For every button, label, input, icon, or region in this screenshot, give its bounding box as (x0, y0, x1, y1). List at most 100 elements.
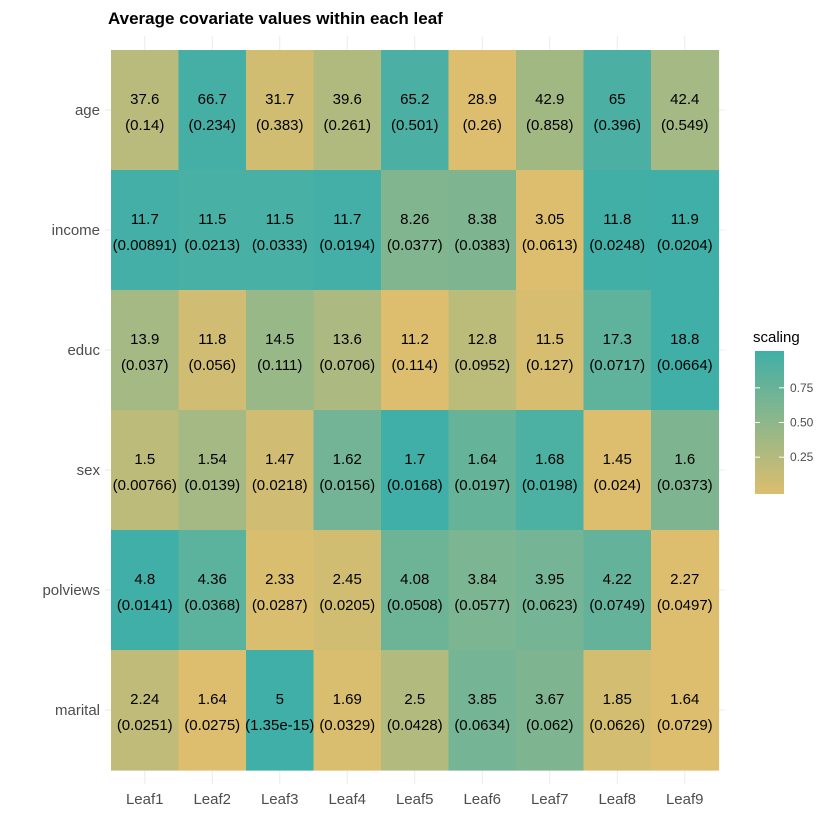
cell-stderr: (0.0329) (319, 717, 375, 734)
heatmap-cell: 11.7 (0.00891) (111, 170, 180, 291)
cell-value: 3.95 (535, 571, 564, 588)
heatmap-cell: 1.6 (0.0373) (651, 410, 720, 531)
cell-tile (246, 410, 315, 531)
cell-stderr: (0.234) (188, 117, 236, 134)
cell-tile (246, 170, 315, 291)
cell-stderr: (0.0205) (319, 597, 375, 614)
x-tick-label: Leaf4 (328, 791, 366, 808)
cell-tile (381, 50, 450, 171)
cell-tile (111, 650, 180, 771)
cell-value: 14.5 (265, 331, 294, 348)
cell-stderr: (0.0198) (522, 477, 578, 494)
cell-stderr: (0.0287) (252, 597, 308, 614)
y-tick-label: polviews (42, 582, 100, 599)
cell-value: 17.3 (603, 331, 632, 348)
cell-value: 1.64 (468, 451, 497, 468)
cell-stderr: (0.0251) (117, 717, 173, 734)
cell-stderr: (0.114) (392, 357, 438, 374)
heatmap-cell: 42.4 (0.549) (651, 50, 720, 171)
heatmap-cell: 1.5 (0.00766) (111, 410, 180, 531)
heatmap-cell: 28.9 (0.26) (448, 50, 517, 171)
cell-value: 65.2 (400, 91, 429, 108)
cell-value: 11.9 (671, 211, 699, 228)
cell-value: 4.8 (134, 571, 155, 588)
x-tick-label: Leaf6 (463, 791, 501, 808)
cell-value: 1.6 (674, 451, 695, 468)
cell-value: 4.08 (400, 571, 429, 588)
cell-stderr: (0.0729) (657, 717, 713, 734)
heatmap-cell: 4.22 (0.0749) (583, 530, 652, 651)
cell-stderr: (0.024) (593, 477, 641, 494)
cell-stderr: (0.0664) (657, 357, 713, 374)
cell-value: 11.5 (266, 211, 294, 228)
cell-tile (313, 410, 382, 531)
cell-stderr: (0.0952) (454, 357, 510, 374)
cell-tile (583, 650, 652, 771)
legend: scaling 0.25 0.50 0.75 (753, 329, 814, 494)
heatmap-cell: 11.9 (0.0204) (651, 170, 720, 291)
cell-value: 2.33 (265, 571, 294, 588)
cell-tile (651, 530, 720, 651)
cell-tile (651, 290, 720, 411)
cell-value: 1.5 (134, 451, 155, 468)
cell-tile (651, 410, 720, 531)
cell-tile (583, 170, 652, 291)
cell-value: 8.38 (468, 211, 497, 228)
heatmap-cell: 11.8 (0.056) (178, 290, 247, 411)
cell-stderr: (0.037) (121, 357, 169, 374)
cell-stderr: (0.0194) (319, 237, 375, 254)
heatmap-cell: 42.9 (0.858) (516, 50, 585, 171)
heatmap-cell: 8.38 (0.0383) (448, 170, 517, 291)
cell-tile (178, 410, 247, 531)
cell-tile (381, 530, 450, 651)
cell-stderr: (0.383) (256, 117, 304, 134)
cell-value: 1.64 (198, 691, 227, 708)
cell-tile (651, 50, 720, 171)
cell-stderr: (0.0168) (387, 477, 443, 494)
cell-value: 11.7 (131, 211, 159, 228)
cell-value: 66.7 (198, 91, 227, 108)
cell-stderr: (0.0508) (387, 597, 443, 614)
heatmap-cell: 3.84 (0.0577) (448, 530, 517, 651)
x-tick-label: Leaf7 (531, 791, 569, 808)
cell-tile (516, 530, 585, 651)
heatmap-cell: 1.47 (0.0218) (246, 410, 315, 531)
cell-tile (448, 170, 517, 291)
x-tick-label: Leaf8 (598, 791, 636, 808)
cell-tile (583, 50, 652, 171)
heatmap-cell: 1.54 (0.0139) (178, 410, 247, 531)
cell-tile (178, 170, 247, 291)
cell-tile (178, 530, 247, 651)
legend-tick-label: 0.50 (790, 416, 814, 430)
x-tick-label: Leaf3 (261, 791, 299, 808)
cell-tile (313, 650, 382, 771)
heatmap-cell: 2.24 (0.0251) (111, 650, 180, 771)
cell-tile (583, 290, 652, 411)
cell-tile (448, 530, 517, 651)
cell-stderr: (0.127) (526, 357, 574, 374)
cell-value: 5 (276, 691, 284, 708)
cell-tile (516, 650, 585, 771)
cell-stderr: (0.0197) (454, 477, 510, 494)
cell-value: 1.62 (333, 451, 362, 468)
cell-stderr: (0.00766) (113, 477, 177, 494)
heatmap-cell: 3.95 (0.0623) (516, 530, 585, 651)
heatmap-cell: 3.67 (0.062) (516, 650, 585, 771)
cell-tile (111, 290, 180, 411)
cell-tile (381, 170, 450, 291)
cell-value: 2.27 (670, 571, 699, 588)
cell-stderr: (0.0613) (522, 237, 578, 254)
cell-tile (516, 50, 585, 171)
cell-value: 65 (609, 91, 626, 108)
cell-value: 28.9 (468, 91, 497, 108)
cell-value: 11.5 (198, 211, 226, 228)
cell-stderr: (0.26) (463, 117, 502, 134)
cell-tile (178, 50, 247, 171)
heatmap-cell: 13.9 (0.037) (111, 290, 180, 411)
cell-stderr: (0.0373) (657, 477, 713, 494)
cell-value: 18.8 (670, 331, 699, 348)
heatmap-cell: 1.64 (0.0275) (178, 650, 247, 771)
cell-tile (516, 410, 585, 531)
cell-tile (448, 650, 517, 771)
cell-stderr: (0.0497) (657, 597, 713, 614)
